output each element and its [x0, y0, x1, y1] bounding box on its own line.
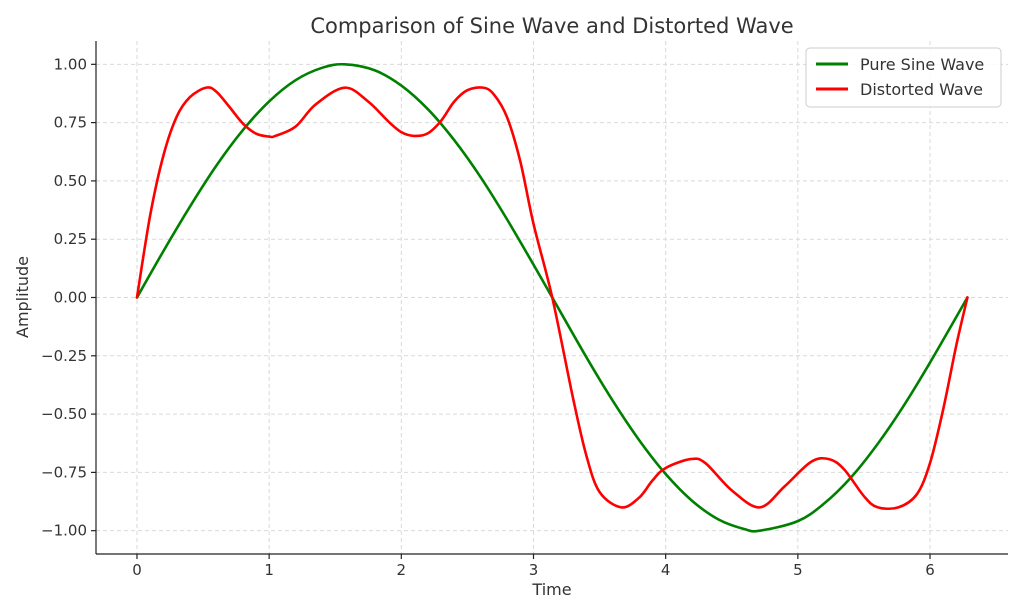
x-tick-label: 3 [529, 561, 539, 579]
y-tick-label: 1.00 [54, 55, 87, 73]
series-line-distorted [135, 86, 969, 511]
chart-title: Comparison of Sine Wave and Distorted Wa… [310, 14, 793, 38]
legend-box [805, 47, 1002, 108]
x-axis-ticks: 0 1 2 3 4 5 6 [132, 554, 935, 579]
y-tick-label: −0.50 [41, 405, 87, 423]
x-tick-label: 6 [925, 561, 935, 579]
legend-label-distorted: Distorted Wave [860, 80, 983, 99]
x-tick-label: 4 [661, 561, 671, 579]
x-tick-label: 1 [264, 561, 274, 579]
y-tick-label: −0.25 [41, 347, 87, 365]
y-axis-ticks: 1.00 0.75 0.50 0.25 0.00 −0.25 −0.50 −0.75 −1.00 [41, 55, 96, 540]
x-tick-label: 5 [793, 561, 803, 579]
plot-series [135, 62, 969, 533]
y-tick-label: 0.00 [54, 289, 87, 307]
y-tick-label: −1.00 [41, 522, 87, 540]
x-tick-label: 0 [132, 561, 142, 579]
x-tick-label: 2 [397, 561, 407, 579]
y-tick-label: −0.75 [41, 463, 87, 481]
series-line-pure-sine [135, 62, 969, 533]
x-axis-label: Time [531, 580, 571, 599]
y-axis-label: Amplitude [13, 256, 32, 338]
legend: Pure Sine Wave Distorted Wave [805, 47, 1002, 108]
y-tick-label: 0.25 [54, 230, 87, 248]
legend-label-pure-sine: Pure Sine Wave [860, 55, 984, 74]
y-tick-label: 0.75 [54, 114, 87, 132]
y-tick-label: 0.50 [54, 172, 87, 190]
